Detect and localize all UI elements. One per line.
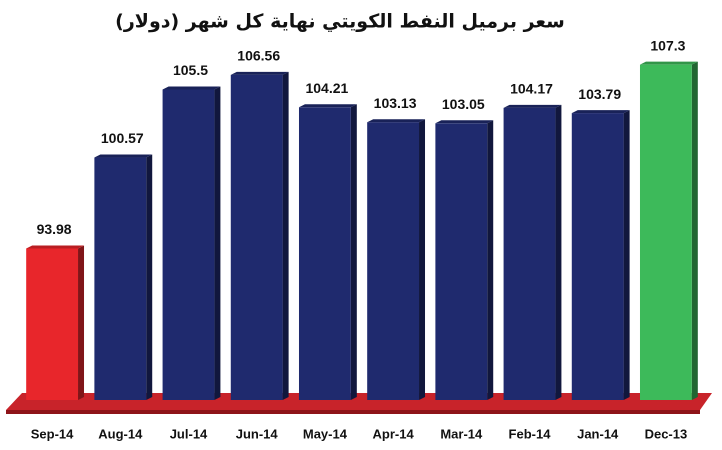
bar-side	[350, 104, 357, 400]
bar	[367, 122, 420, 401]
bar-top	[94, 154, 153, 158]
value-label: 107.3	[650, 37, 685, 53]
x-tick-label: May-14	[303, 426, 348, 441]
bar-side	[623, 110, 630, 401]
x-tick-label: Jun-14	[236, 426, 279, 441]
bar-side	[78, 245, 85, 400]
bar-side	[691, 61, 698, 400]
value-label: 103.05	[442, 96, 485, 112]
floor-edge	[6, 410, 700, 414]
x-tick-label: Jul-14	[170, 426, 208, 441]
bar	[230, 74, 283, 400]
bar-side	[487, 120, 494, 400]
x-tick-label: Aug-14	[98, 426, 143, 441]
value-label: 104.17	[510, 81, 553, 97]
value-label: 105.5	[173, 62, 208, 78]
bar-top	[367, 119, 426, 123]
bar	[94, 157, 147, 400]
bar	[503, 107, 556, 400]
x-tick-label: Apr-14	[373, 426, 415, 441]
bar	[162, 89, 215, 400]
bar-side	[282, 71, 289, 400]
bar-top	[639, 61, 698, 65]
bar-top	[435, 120, 494, 124]
x-tick-label: Mar-14	[440, 426, 483, 441]
bar-side	[214, 86, 221, 400]
bar	[639, 64, 692, 400]
value-label: 93.98	[37, 221, 72, 237]
bar-side	[419, 119, 426, 401]
bar-side	[146, 154, 153, 400]
bar-top	[503, 104, 562, 108]
bar-top	[298, 104, 357, 108]
value-label: 103.79	[578, 86, 621, 102]
value-label: 106.56	[237, 48, 280, 64]
x-tick-label: Sep-14	[31, 426, 74, 441]
bar	[571, 113, 624, 401]
value-label: 100.57	[101, 130, 144, 146]
bar	[435, 123, 488, 400]
bar	[26, 248, 79, 400]
x-tick-label: Feb-14	[509, 426, 552, 441]
value-label: 104.21	[305, 80, 348, 96]
chart-title: سعر برميل النفط الكويتي نهاية كل شهر (دو…	[115, 11, 565, 33]
bar-top	[162, 86, 221, 90]
x-tick-label: Dec-13	[645, 426, 688, 441]
x-tick-label: Jan-14	[577, 426, 619, 441]
bar	[298, 107, 351, 400]
bar-top	[26, 245, 85, 249]
value-label: 103.13	[374, 95, 417, 111]
bar-side	[555, 104, 562, 400]
bar-top	[230, 71, 289, 75]
bar-top	[571, 110, 630, 114]
